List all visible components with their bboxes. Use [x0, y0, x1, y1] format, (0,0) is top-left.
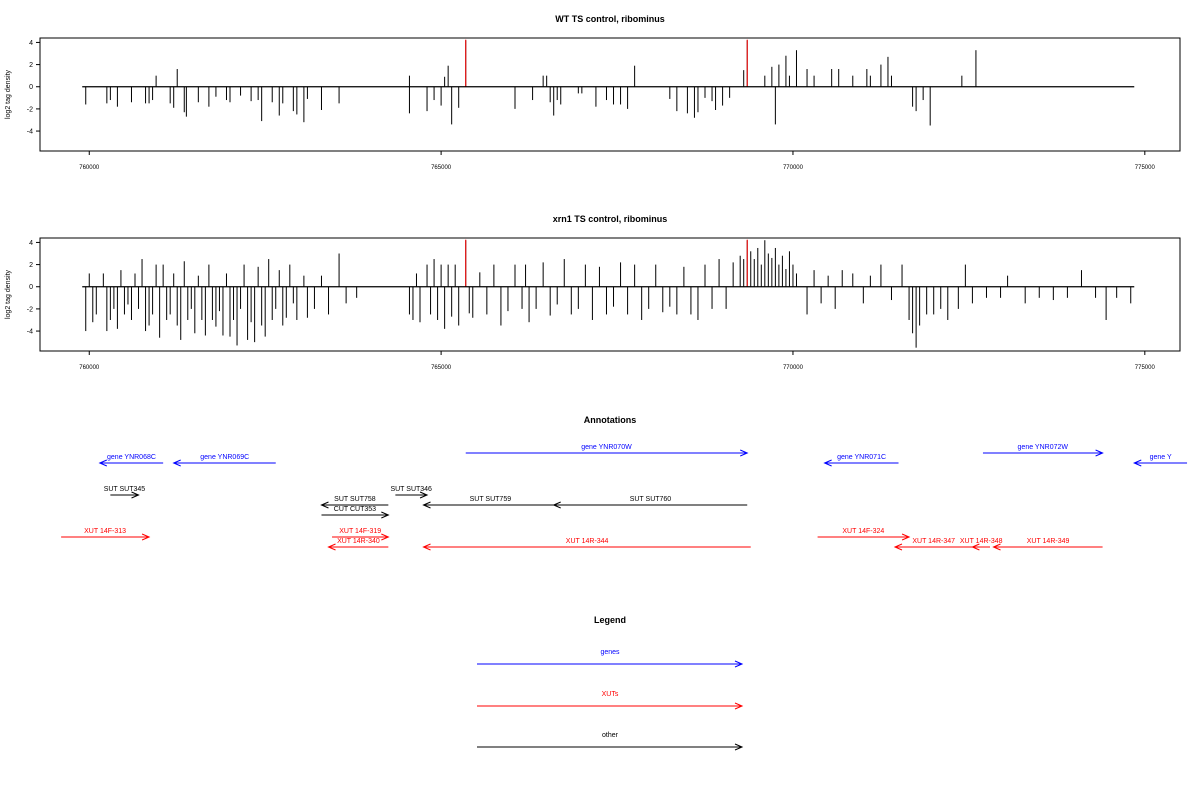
feature-label: XUT 14R-340: [337, 538, 380, 545]
feature-label: XUT 14R-347: [912, 538, 955, 545]
x-tick-label: 765000: [431, 365, 452, 371]
feature-label: gene YNR072W: [1018, 444, 1069, 451]
legend-item-label: other: [602, 732, 619, 739]
feature-arrow-head: [320, 501, 329, 509]
feature-arrow-head: [992, 543, 1001, 551]
legend-arrow-head: [734, 660, 744, 668]
legend-panel: Legend genes XUTs other: [477, 615, 744, 751]
feature-arrow-head: [971, 543, 980, 551]
x-tick-label: 765000: [431, 165, 452, 171]
annotations-title: Annotations: [584, 415, 637, 425]
plot-frame: [39, 37, 1181, 152]
feature-label: XUT 14R-344: [566, 538, 609, 545]
xrn1-density-panel: xrn1 TS control, ribominus 4 2 0 -2 -4 log2 ta…: [5, 214, 1181, 371]
legend-item-label: genes: [600, 649, 620, 656]
x-tick-label: 775000: [1135, 165, 1156, 171]
feature-arrow-head: [131, 491, 140, 499]
y-tick-label: -4: [27, 329, 33, 336]
x-tick-label: 770000: [783, 365, 804, 371]
feature-label: SUT SUT346: [390, 486, 432, 493]
feature-label: gene YNR071C: [837, 454, 886, 461]
feature-label: XUT 14F-319: [339, 528, 381, 535]
feature-label: SUT SUT345: [104, 486, 146, 493]
y-axis-label: log2 tag density: [5, 269, 12, 319]
y-tick-label: 0: [29, 84, 33, 91]
feature-arrow-head: [381, 533, 390, 541]
y-tick-label: 2: [29, 262, 33, 269]
y-tick-label: 2: [29, 62, 33, 69]
feature-label: gene Y: [1150, 454, 1172, 461]
y-tick-label: -2: [27, 306, 33, 313]
feature-arrow-head: [381, 511, 390, 519]
feature-arrow-head: [893, 543, 903, 551]
feature-arrow-head: [740, 449, 749, 457]
feature-arrow-head: [172, 459, 181, 467]
legend-title: Legend: [594, 615, 626, 625]
chart-title: WT TS control, ribominus: [555, 14, 665, 24]
annotations-panel: Annotations gene YNR068C gene YNR069C gene …: [61, 415, 1188, 551]
feature-label: gene YNR070W: [581, 444, 632, 451]
feature-label: gene YNR069C: [200, 454, 249, 461]
y-tick-label: -4: [27, 129, 33, 136]
feature-label: XUT 14F-313: [84, 528, 126, 535]
y-tick-label: 4: [29, 40, 33, 47]
feature-arrow-head: [1095, 449, 1104, 457]
y-axis-label: log2 tag density: [5, 69, 12, 119]
feature-label: gene YNR068C: [107, 454, 156, 461]
feature-arrow-head: [141, 533, 151, 541]
feature-label: SUT SUT760: [630, 496, 672, 503]
x-tick-label: 760000: [79, 165, 100, 171]
legend-item-label: XUTs: [602, 691, 619, 698]
feature-arrow-head: [422, 543, 431, 551]
wt-density-panel: WT TS control, ribominus 4 2 0 -2 -4 log2 tag …: [5, 14, 1181, 171]
feature-label: SUT SUT759: [470, 496, 512, 503]
feature-label: SUT SUT758: [334, 496, 376, 503]
y-tick-label: 0: [29, 284, 33, 291]
feature-arrow-head: [327, 543, 336, 551]
feature-label: CUT CUT353: [334, 506, 376, 513]
feature-arrow-head: [552, 501, 561, 509]
x-tick-label: 760000: [79, 365, 100, 371]
legend-arrow-head: [734, 702, 744, 710]
feature-arrow-head: [901, 533, 911, 541]
feature-label: XUT 14R-349: [1027, 538, 1070, 545]
legend-arrow-head: [734, 743, 744, 751]
feature-arrow-head: [422, 501, 431, 509]
y-tick-label: 4: [29, 240, 33, 247]
chart-title: xrn1 TS control, ribominus: [553, 214, 668, 224]
feature-arrow-head: [823, 459, 832, 467]
x-tick-label: 770000: [783, 165, 804, 171]
plot-frame: [39, 237, 1181, 352]
y-tick-label: -2: [27, 106, 33, 113]
feature-label: XUT 14R-348: [960, 538, 1003, 545]
feature-arrow-head: [98, 459, 108, 467]
feature-arrow-head: [419, 491, 429, 499]
x-tick-label: 775000: [1135, 365, 1156, 371]
feature-label: XUT 14F-324: [842, 528, 884, 535]
feature-arrow-head: [1132, 459, 1142, 467]
